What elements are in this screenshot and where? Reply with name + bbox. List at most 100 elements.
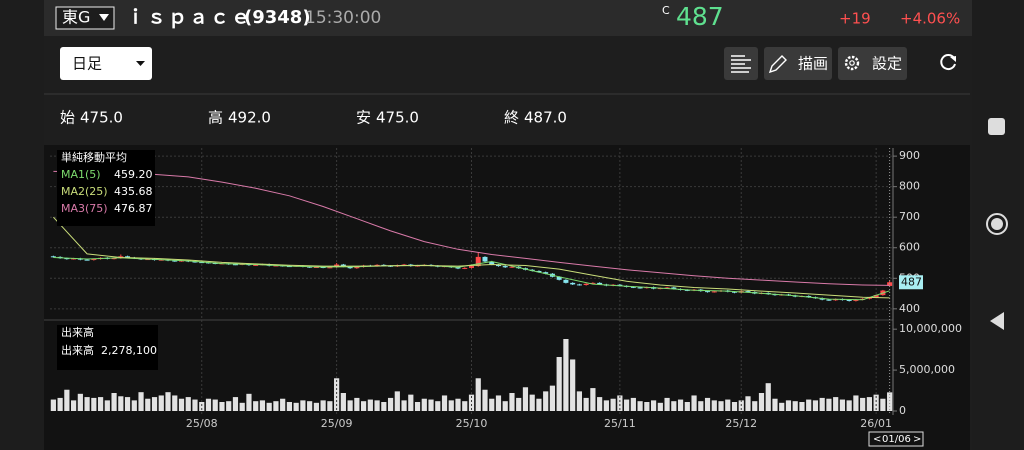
volume-bar	[853, 395, 859, 411]
candle-body	[583, 283, 589, 286]
volume-bar	[455, 398, 461, 411]
legend-name: MA3(75)	[61, 202, 108, 215]
volume-bar	[212, 399, 218, 411]
summary-label: 高	[208, 109, 223, 127]
volume-bar	[812, 400, 819, 411]
volume-bar	[704, 397, 711, 411]
volume-bar	[64, 389, 70, 411]
volume-bar	[650, 400, 657, 411]
x-tick-label: 25/10	[456, 417, 488, 430]
candle-body	[253, 264, 259, 266]
y-tick-label: 5,000,000	[899, 363, 955, 376]
volume-bar	[725, 399, 731, 411]
candle-body	[590, 282, 596, 284]
volume-bar	[158, 395, 164, 411]
settings-button[interactable]	[838, 47, 907, 80]
volume-bar	[77, 393, 83, 411]
volume-bar	[522, 387, 529, 411]
legend-value: 459.20	[114, 168, 153, 181]
chart: 05,000,00010,000,00040050060070080090025…	[44, 148, 962, 447]
volume-bar	[563, 339, 569, 411]
volume-bar	[779, 402, 785, 411]
volume-bar	[266, 402, 272, 411]
volume-bar	[71, 400, 77, 411]
volume-bar	[765, 383, 771, 411]
nav-back[interactable]	[990, 312, 1004, 330]
candle-body	[671, 287, 677, 289]
stock-name: ｉｓｐａｃｅ	[126, 7, 252, 30]
volume-bar	[617, 395, 623, 411]
volume-bar	[482, 389, 488, 411]
cursor-prev: <	[873, 434, 881, 445]
volume-bar	[360, 401, 367, 411]
candle-body	[745, 291, 751, 293]
candle-body	[543, 272, 549, 274]
volume-bar	[462, 401, 468, 411]
candle-body	[853, 299, 859, 301]
volume-bar	[381, 402, 387, 411]
candle-body	[684, 289, 690, 291]
x-tick-label: 25/08	[186, 417, 218, 430]
nav-recent[interactable]	[988, 118, 1005, 135]
gear-icon	[844, 55, 860, 71]
nav-home[interactable]	[986, 213, 1008, 235]
volume-bar	[138, 392, 144, 411]
price: 487	[676, 2, 724, 31]
volume-bar	[192, 399, 198, 411]
volume-bar	[421, 398, 427, 411]
summary-value: 492.0	[228, 109, 271, 127]
volume-bar	[684, 402, 690, 411]
volume-bar	[327, 401, 333, 411]
volume-bar	[711, 400, 717, 411]
volume-bar	[286, 402, 293, 411]
x-tick-label: 26/01	[860, 417, 892, 430]
candle-body	[381, 264, 387, 266]
candle-body	[401, 264, 407, 266]
time: 15:30:00	[305, 8, 381, 28]
volume-bar	[556, 357, 562, 411]
period-select[interactable]	[60, 47, 152, 80]
exchange-box[interactable]	[55, 6, 115, 30]
change-pct: +4.06%	[900, 10, 960, 28]
x-tick-label: 25/12	[725, 417, 757, 430]
volume-bar	[785, 400, 792, 411]
volume-bar	[239, 402, 245, 411]
volume-bar	[118, 396, 124, 411]
volume-bar	[549, 385, 556, 411]
volume-bar	[448, 400, 454, 411]
candle-body	[192, 261, 198, 263]
draw-label: 描画	[798, 55, 828, 73]
price-mark: C	[662, 4, 670, 17]
draw-button[interactable]	[764, 47, 832, 80]
volume-bar	[489, 398, 495, 411]
candle-body	[111, 258, 117, 260]
volume-bar	[664, 397, 670, 411]
legend-name: MA1(5)	[61, 168, 101, 181]
volume-bar	[833, 397, 839, 411]
summary-label: 終	[504, 109, 519, 127]
volume-bar	[758, 393, 765, 411]
x-tick-label: 25/09	[321, 417, 353, 430]
summary-label: 始	[60, 109, 75, 127]
volume-bar	[354, 397, 360, 411]
candle-body	[273, 265, 279, 267]
volume-bar	[111, 393, 117, 411]
candle-body	[327, 267, 333, 269]
volume-bar	[860, 397, 866, 411]
volume-bar	[178, 398, 185, 411]
volume-bar	[441, 395, 448, 411]
ma-line	[53, 216, 890, 299]
candle-body	[873, 295, 879, 298]
refresh-arrow	[950, 56, 956, 62]
volume-bar	[280, 398, 286, 411]
candle-body	[536, 270, 542, 273]
volume-bar	[846, 400, 852, 411]
volume-bar	[657, 402, 663, 411]
dropdown-icon	[99, 14, 109, 21]
volume-bar	[671, 401, 677, 411]
candle-body	[307, 266, 313, 268]
candle-body	[469, 266, 474, 268]
refresh-icon[interactable]	[940, 54, 956, 71]
volume-bar	[131, 400, 137, 411]
volume-bar	[509, 393, 515, 411]
